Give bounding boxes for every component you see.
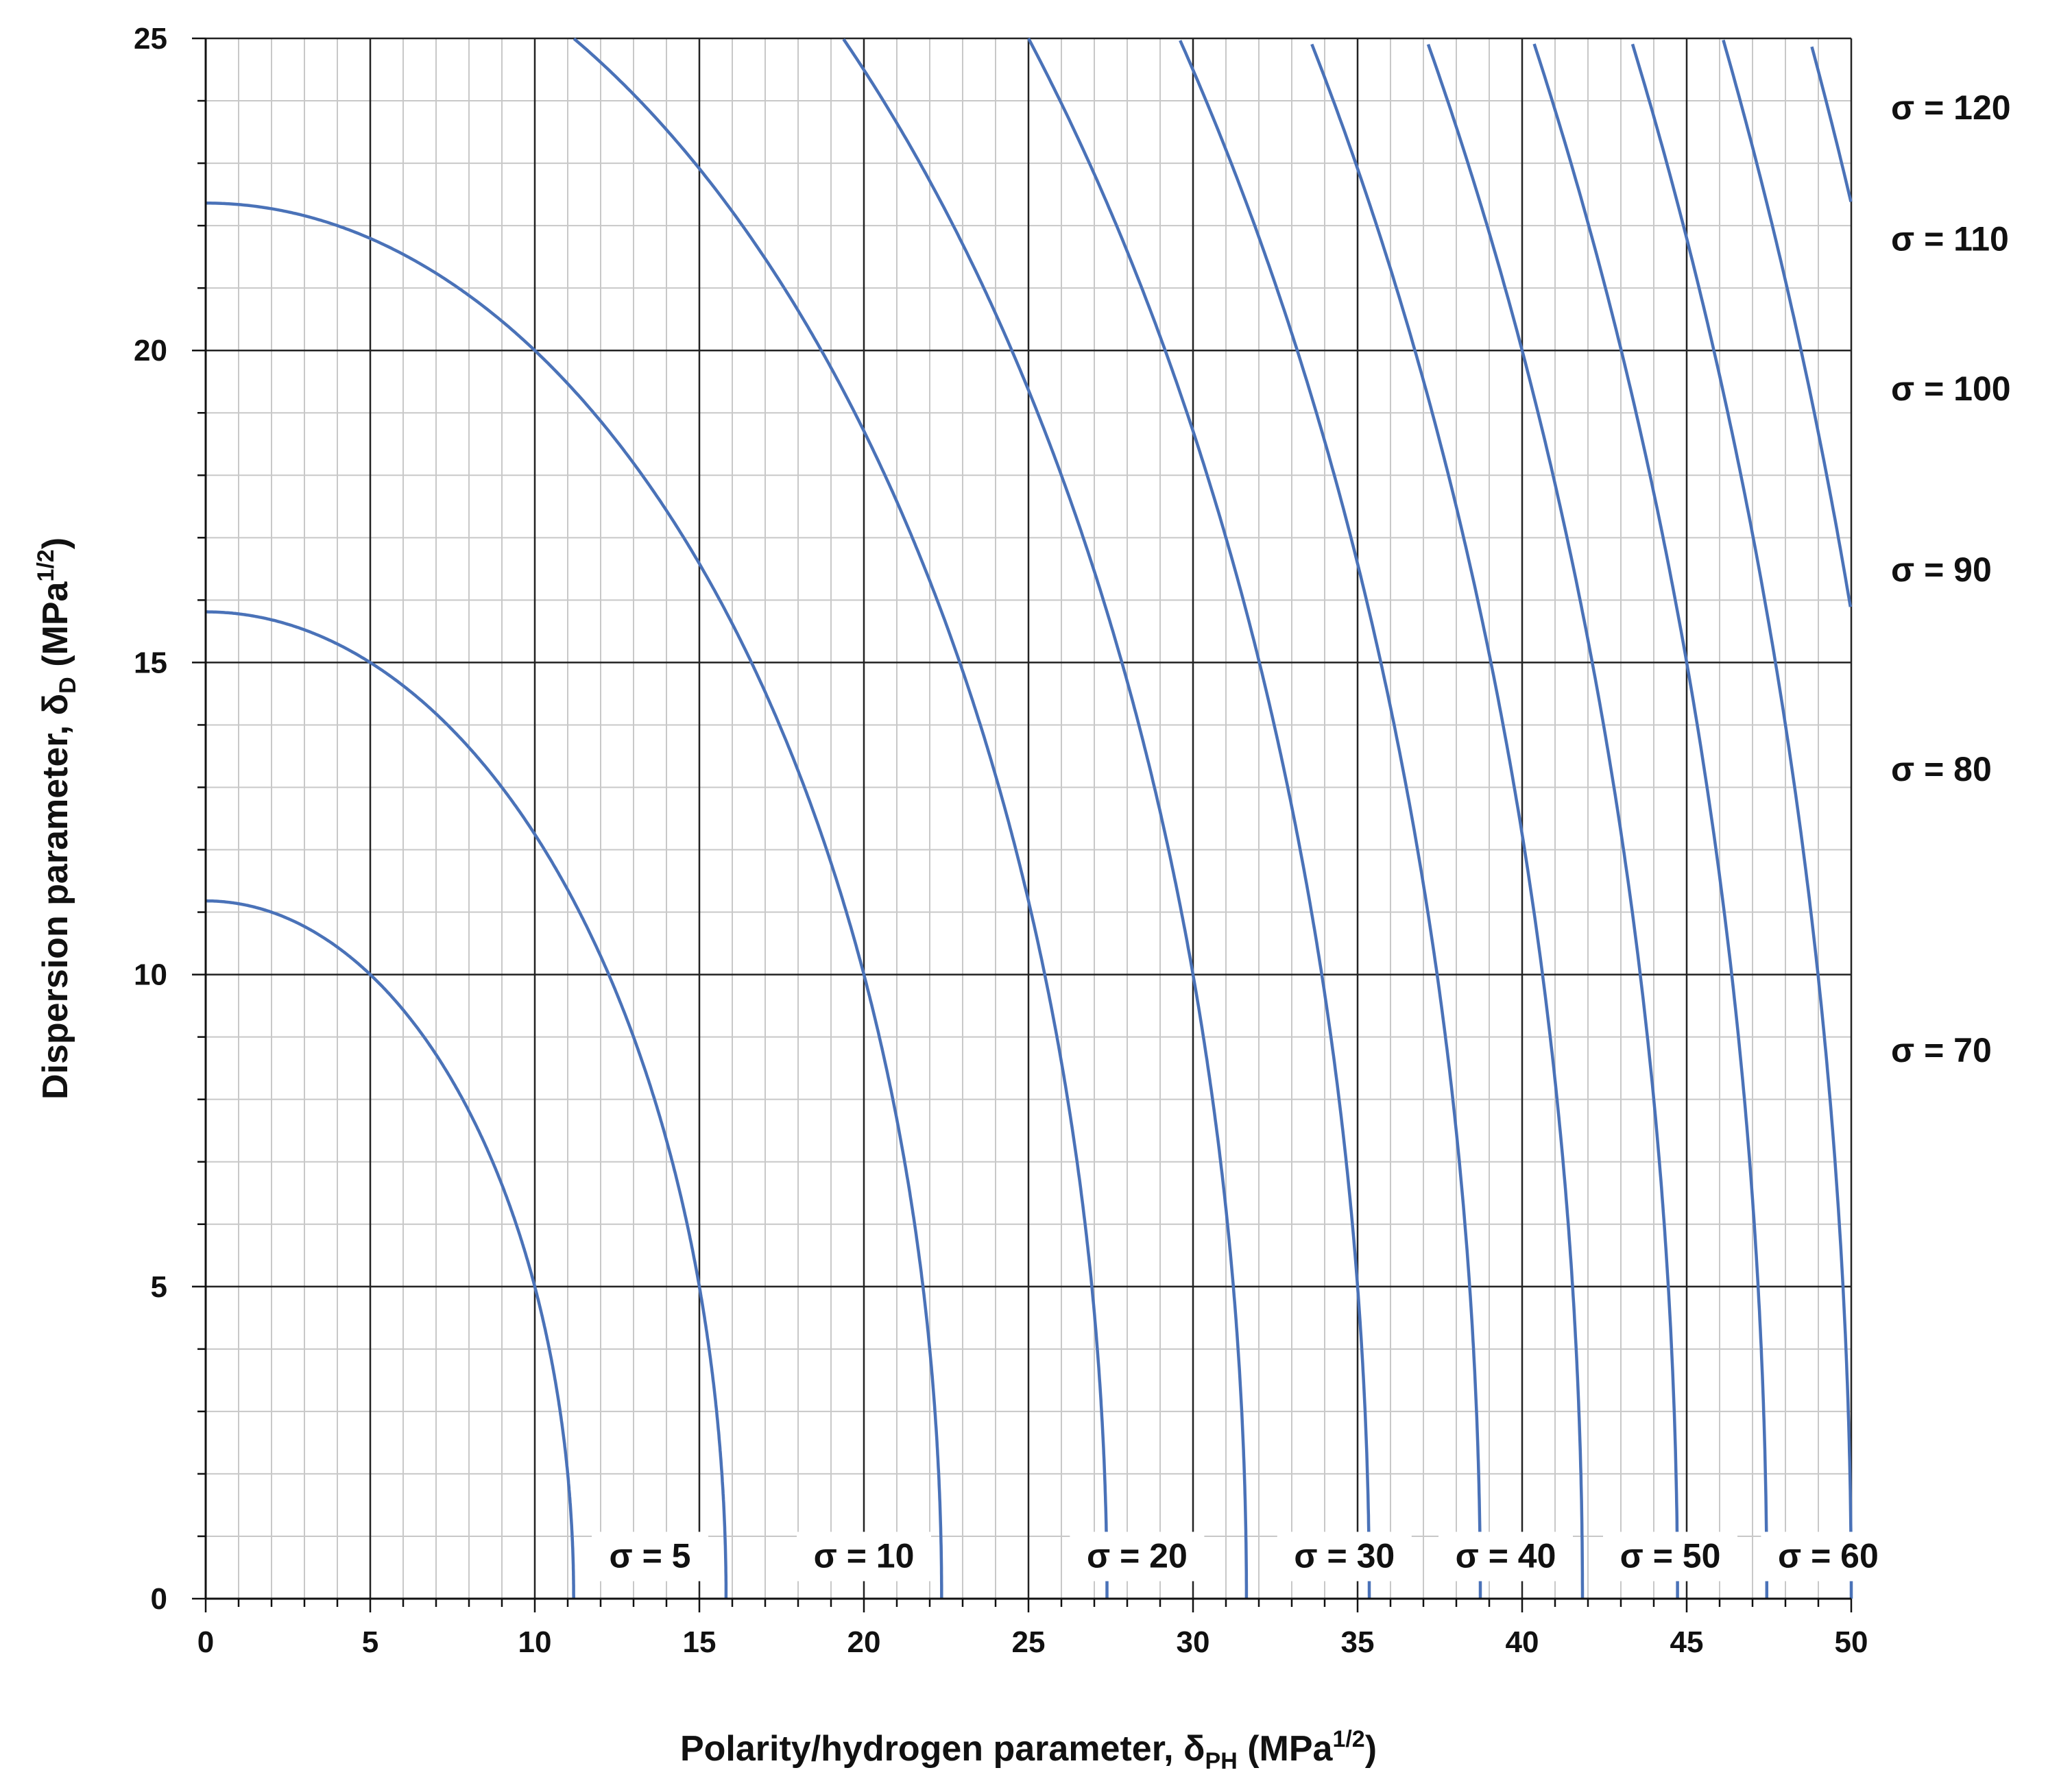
x-tick-label: 40 [1506,1625,1539,1659]
sigma-curve [573,37,1109,1599]
sigma-label: σ = 80 [1891,750,1992,788]
x-tick-label: 50 [1835,1625,1868,1659]
sigma-curves [206,37,1853,1599]
labels: 0 5 10 15 20 25 30 35 40 45 50 0 5 10 15 20 25 Polarity/h… [33,22,2011,1774]
y-tick-label: 0 [151,1582,167,1616]
x-tick-label: 35 [1341,1625,1375,1659]
y-tick-label: 20 [134,334,167,367]
sigma-curve [1722,39,1853,607]
sigma-curve [1630,43,1853,1599]
sigma-label-background [797,1531,931,1582]
sigma-label: σ = 20 [1087,1536,1188,1575]
sigma-label: σ = 5 [610,1536,691,1575]
x-tick-label: 25 [1012,1625,1046,1659]
sigma-curve [1027,37,1371,1599]
sigma-label: σ = 110 [1891,219,2009,258]
y-tick-label: 5 [151,1270,167,1304]
y-tick-label: 25 [134,22,167,56]
sigma-label: σ = 40 [1456,1536,1556,1575]
x-tick-label: 30 [1177,1625,1210,1659]
sigma-label: σ = 30 [1294,1536,1395,1575]
x-tick-label: 15 [683,1625,717,1659]
sigma-label-background [1761,1531,1896,1582]
sigma-curve [206,899,575,1599]
axes [192,37,1853,1612]
sigma-label-background [1277,1531,1412,1582]
sigma-label: σ = 100 [1891,370,2011,408]
sigma-curve [1426,43,1679,1599]
sigma-curve [206,610,728,1599]
sigma-curve [1310,43,1585,1599]
sigma-label: σ = 50 [1620,1536,1721,1575]
x-tick-label: 10 [518,1625,552,1659]
x-tick-label: 0 [197,1625,214,1659]
sigma-curve [842,38,1249,1599]
y-tick-label: 10 [134,958,167,992]
sigma-label: σ = 70 [1891,1031,1992,1069]
x-tick-label: 45 [1670,1625,1704,1659]
sigma-label-background [1438,1531,1573,1582]
x-axis-title: Polarity/hydrogen parameter, δPH (MPa1/2… [680,1726,1377,1774]
sigma-label-background [1070,1531,1205,1582]
sigma-label: σ = 90 [1891,550,1992,589]
y-tick-label: 15 [134,646,167,679]
sigma-label-background [1603,1531,1737,1582]
x-tick-label: 5 [362,1625,378,1659]
x-tick-label: 20 [847,1625,881,1659]
y-axis-title: Dispersion parameter, δD (MPa1/2) [33,537,81,1100]
sigma-curve [1532,43,1769,1599]
sigma-label: σ = 120 [1891,88,2011,127]
sigma-label: σ = 60 [1778,1536,1879,1575]
sigma-curve [1179,40,1482,1599]
sigma-label-background [592,1531,708,1582]
sigma-curve [206,202,943,1599]
sigma-label: σ = 10 [814,1536,915,1575]
sigma-curve [1810,46,1853,202]
